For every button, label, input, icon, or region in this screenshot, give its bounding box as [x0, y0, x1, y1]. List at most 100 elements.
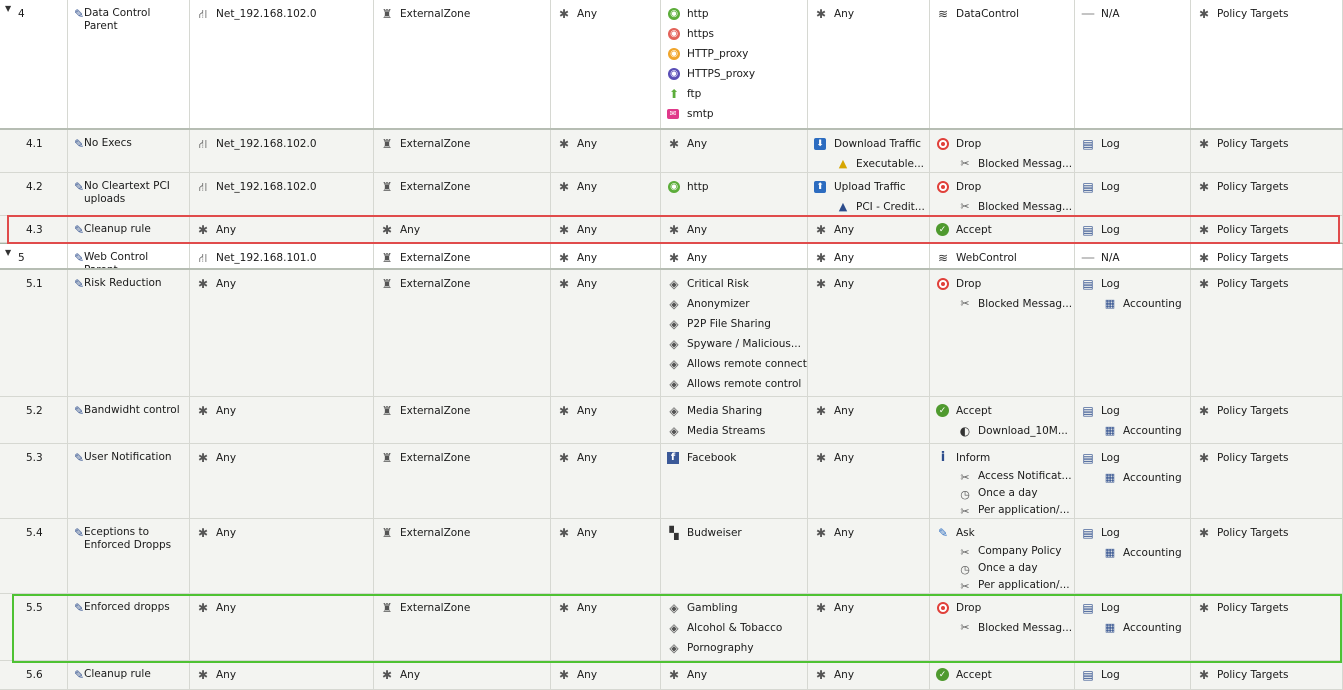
edit-pencil-icon[interactable]: ✎	[74, 451, 85, 465]
install-cell[interactable]: ✱ Policy Targets	[1191, 130, 1343, 172]
destination-item[interactable]: ♜ ExternalZone	[380, 4, 544, 24]
services-item[interactable]: ◈ Pornography	[667, 638, 801, 658]
source-item[interactable]: ⛙ Net_192.168.101.0	[196, 248, 367, 268]
action-item[interactable]: ✓ Accept	[936, 401, 1068, 421]
num-cell[interactable]: 4.3	[0, 216, 68, 242]
edit-pencil-icon[interactable]: ✎	[74, 526, 85, 540]
install-cell[interactable]: ✱ Policy Targets	[1191, 270, 1343, 396]
services-cell[interactable]: ✱ Any	[661, 216, 808, 242]
source-item[interactable]: ⛙ Net_192.168.102.0	[196, 4, 367, 24]
destination-item[interactable]: ♜ ExternalZone	[380, 177, 544, 197]
content-cell[interactable]: ✱ Any	[808, 0, 930, 128]
num-cell[interactable]: 5.4	[0, 519, 68, 593]
destination-cell[interactable]: ♜ ExternalZone	[374, 594, 551, 660]
vpn-item[interactable]: ✱ Any	[557, 523, 654, 543]
rule-row-4-1[interactable]: 4.1 ✎ No Execs ⛙ Net_192.168.102.0 ♜ ExternalZ…	[0, 130, 1343, 173]
destination-item[interactable]: ✱ Any	[380, 220, 544, 240]
track-item[interactable]: ▤ Log	[1081, 665, 1184, 685]
track-cell[interactable]: ▤ Log ▦ Accounting	[1075, 444, 1191, 518]
vpn-item[interactable]: ✱ Any	[557, 248, 654, 268]
content-cell[interactable]: ✱ Any	[808, 216, 930, 242]
vpn-item[interactable]: ✱ Any	[557, 665, 654, 685]
action-item[interactable]: Drop	[936, 274, 1068, 294]
install-item[interactable]: ✱ Policy Targets	[1197, 448, 1336, 468]
services-item[interactable]: ◉ http	[667, 4, 801, 24]
install-item[interactable]: ✱ Policy Targets	[1197, 523, 1336, 543]
vpn-item[interactable]: ✱ Any	[557, 134, 654, 154]
content-item[interactable]: ▲ Executable...	[814, 154, 924, 172]
vpn-item[interactable]: ✱ Any	[557, 448, 654, 468]
destination-item[interactable]: ♜ ExternalZone	[380, 248, 544, 268]
vpn-cell[interactable]: ✱ Any	[551, 0, 661, 128]
track-cell[interactable]: ▤ Log	[1075, 661, 1191, 689]
content-cell[interactable]: ✱ Any	[808, 444, 930, 518]
action-cell[interactable]: Drop ✂ Blocked Messag...	[930, 130, 1075, 172]
services-cell[interactable]: ✱ Any	[661, 130, 808, 172]
track-cell[interactable]: ▤ Log ▦ Accounting	[1075, 397, 1191, 443]
install-item[interactable]: ✱ Policy Targets	[1197, 4, 1336, 24]
vpn-item[interactable]: ✱ Any	[557, 401, 654, 421]
services-item[interactable]: ◈ Anonymizer	[667, 294, 801, 314]
vpn-cell[interactable]: ✱ Any	[551, 444, 661, 518]
name-cell[interactable]: ✎ Eceptions to Enforced Dropps	[68, 519, 190, 593]
name-cell[interactable]: ✎ No Execs	[68, 130, 190, 172]
track-item[interactable]: ▤ Log	[1081, 401, 1184, 421]
track-item[interactable]: ▤ Log	[1081, 177, 1184, 197]
edit-pencil-icon[interactable]: ✎	[74, 251, 85, 265]
track-cell[interactable]: ▤ Log	[1075, 130, 1191, 172]
source-item[interactable]: ✱ Any	[196, 401, 367, 421]
action-item[interactable]: ✂ Blocked Messag...	[936, 154, 1072, 172]
content-item[interactable]: ✱ Any	[814, 401, 923, 421]
install-cell[interactable]: ✱ Policy Targets	[1191, 0, 1343, 128]
action-item[interactable]: ✓ Accept	[936, 220, 1068, 240]
services-cell[interactable]: ▚ Budweiser	[661, 519, 808, 593]
services-cell[interactable]: ◈ Media Sharing ◈ Media Streams	[661, 397, 808, 443]
content-item[interactable]: ✱ Any	[814, 598, 923, 618]
content-cell[interactable]: ⬇ Download Traffic ▲ Executable...	[808, 130, 930, 172]
services-item[interactable]: ✱ Any	[667, 665, 801, 685]
action-cell[interactable]: ✓ Accept	[930, 216, 1075, 242]
services-item[interactable]: ◈ Media Sharing	[667, 401, 801, 421]
services-item[interactable]: ◈ Spyware / Malicious...	[667, 334, 801, 354]
content-cell[interactable]: ⬆ Upload Traffic ▲ PCI - Credit...	[808, 173, 930, 215]
content-cell[interactable]: ✱ Any	[808, 244, 930, 268]
install-cell[interactable]: ✱ Policy Targets	[1191, 244, 1343, 268]
rule-row-5-3[interactable]: 5.3 ✎ User Notification ✱ Any ♜ ExternalZone ✱ A…	[0, 444, 1343, 519]
edit-pencil-icon[interactable]: ✎	[74, 223, 85, 237]
vpn-cell[interactable]: ✱ Any	[551, 397, 661, 443]
destination-cell[interactable]: ♜ ExternalZone	[374, 397, 551, 443]
services-item[interactable]: ⬆ ftp	[667, 84, 801, 104]
services-item[interactable]: ◈ Allows remote connect	[667, 354, 806, 374]
content-cell[interactable]: ✱ Any	[808, 661, 930, 689]
edit-pencil-icon[interactable]: ✎	[74, 180, 85, 194]
num-cell[interactable]: 5.5	[0, 594, 68, 660]
action-item[interactable]: ≋ DataControl	[936, 4, 1068, 24]
track-cell[interactable]: — N/A	[1075, 0, 1191, 128]
services-item[interactable]: ◈ Media Streams	[667, 421, 801, 441]
track-item[interactable]: ▦ Accounting	[1081, 421, 1184, 441]
name-cell[interactable]: ✎ Bandwidht control	[68, 397, 190, 443]
source-cell[interactable]: ✱ Any	[190, 216, 374, 242]
vpn-cell[interactable]: ✱ Any	[551, 519, 661, 593]
destination-item[interactable]: ✱ Any	[380, 665, 544, 685]
action-cell[interactable]: ≋ DataControl	[930, 0, 1075, 128]
source-item[interactable]: ✱ Any	[196, 220, 367, 240]
vpn-cell[interactable]: ✱ Any	[551, 594, 661, 660]
services-item[interactable]: ◈ P2P File Sharing	[667, 314, 801, 334]
vpn-item[interactable]: ✱ Any	[557, 598, 654, 618]
content-cell[interactable]: ✱ Any	[808, 270, 930, 396]
services-cell[interactable]: ◈ Critical Risk ◈ Anonymizer ◈ P2P File Shari…	[661, 270, 808, 396]
destination-cell[interactable]: ✱ Any	[374, 216, 551, 242]
destination-item[interactable]: ♜ ExternalZone	[380, 448, 544, 468]
rule-row-4-2[interactable]: 4.2 ✎ No Cleartext PCI uploads ⛙ Net_192.168…	[0, 173, 1343, 216]
action-cell[interactable]: ✓ Accept ◐ Download_10M...	[930, 397, 1075, 443]
source-cell[interactable]: ⛙ Net_192.168.102.0	[190, 130, 374, 172]
vpn-cell[interactable]: ✱ Any	[551, 216, 661, 242]
services-cell[interactable]: ◉ http ◉ https ◉ HTTP_proxy ◉ HTTPS_proxy ⬆ ftp ✉ s…	[661, 0, 808, 128]
track-item[interactable]: ▤ Log	[1081, 523, 1184, 543]
action-item[interactable]: ✂ Access Notificat...	[936, 468, 1071, 485]
install-item[interactable]: ✱ Policy Targets	[1197, 665, 1336, 685]
destination-item[interactable]: ♜ ExternalZone	[380, 401, 544, 421]
destination-item[interactable]: ♜ ExternalZone	[380, 598, 544, 618]
source-item[interactable]: ⛙ Net_192.168.102.0	[196, 177, 367, 197]
